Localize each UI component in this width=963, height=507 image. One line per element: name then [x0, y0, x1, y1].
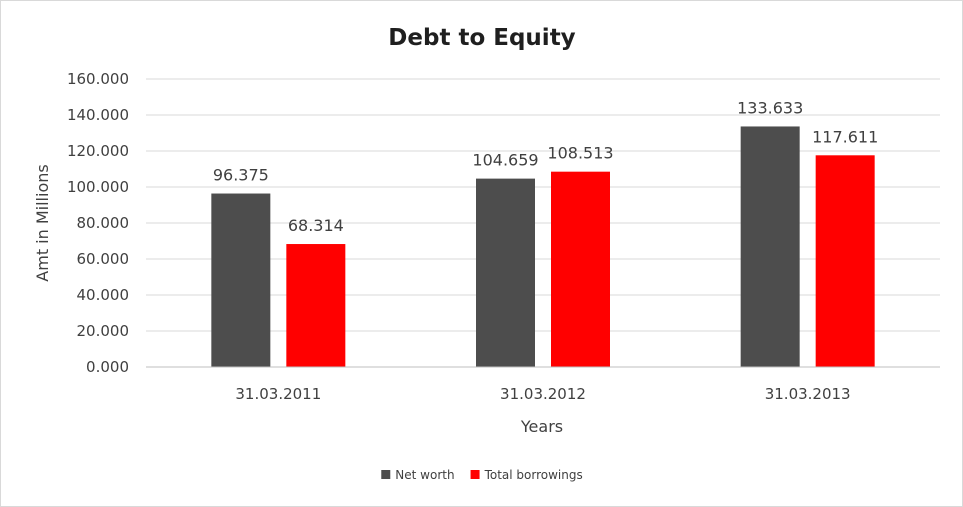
y-axis-title: Amt in Millions [33, 164, 52, 281]
bar-data-label: 104.659 [472, 151, 538, 170]
x-axis-ticks: 31.03.2011 31.03.2012 31.03.2013 [235, 385, 850, 403]
legend-label: Total borrowings [484, 468, 583, 482]
legend-label: Net worth [395, 468, 454, 482]
y-tick-label: 0.000 [86, 358, 129, 376]
x-axis-title: Years [520, 417, 563, 436]
bar-data-labels: 96.375 68.314 104.659 108.513 133.633 117.611 [213, 98, 878, 235]
legend-swatch [381, 470, 391, 479]
bar-total-borrowings [286, 244, 346, 367]
y-tick-label: 160.000 [67, 70, 129, 88]
y-axis-ticks: 0.000 20.000 40.000 60.000 80.000 100.000 120.… [67, 70, 129, 376]
x-tick-label: 31.03.2012 [500, 385, 586, 403]
y-tick-label: 140.000 [67, 106, 129, 124]
bar-net-worth [476, 178, 535, 367]
gridlines [146, 78, 940, 332]
y-tick-label: 80.000 [77, 214, 130, 232]
x-tick-label: 31.03.2013 [765, 385, 851, 403]
bar-total-borrowings [551, 171, 610, 367]
bar-data-label: 117.611 [812, 127, 878, 146]
chart-title: Debt to Equity [388, 25, 575, 51]
bar-total-borrowings [815, 155, 875, 367]
legend: Net worth Total borrowings [381, 468, 583, 482]
legend-swatch [470, 470, 480, 479]
bar-data-label: 108.513 [547, 144, 613, 163]
bar-data-label: 96.375 [213, 166, 269, 185]
bar-data-label: 68.314 [288, 216, 344, 235]
y-tick-label: 100.000 [67, 178, 129, 196]
bar-data-label: 133.633 [737, 98, 803, 117]
bars [211, 126, 875, 367]
y-tick-label: 120.000 [67, 142, 129, 160]
x-tick-label: 31.03.2011 [235, 385, 321, 403]
y-tick-label: 40.000 [77, 286, 130, 304]
y-tick-label: 60.000 [77, 250, 130, 268]
bar-net-worth [211, 193, 271, 367]
y-tick-label: 20.000 [77, 322, 130, 340]
bar-net-worth [740, 126, 800, 367]
